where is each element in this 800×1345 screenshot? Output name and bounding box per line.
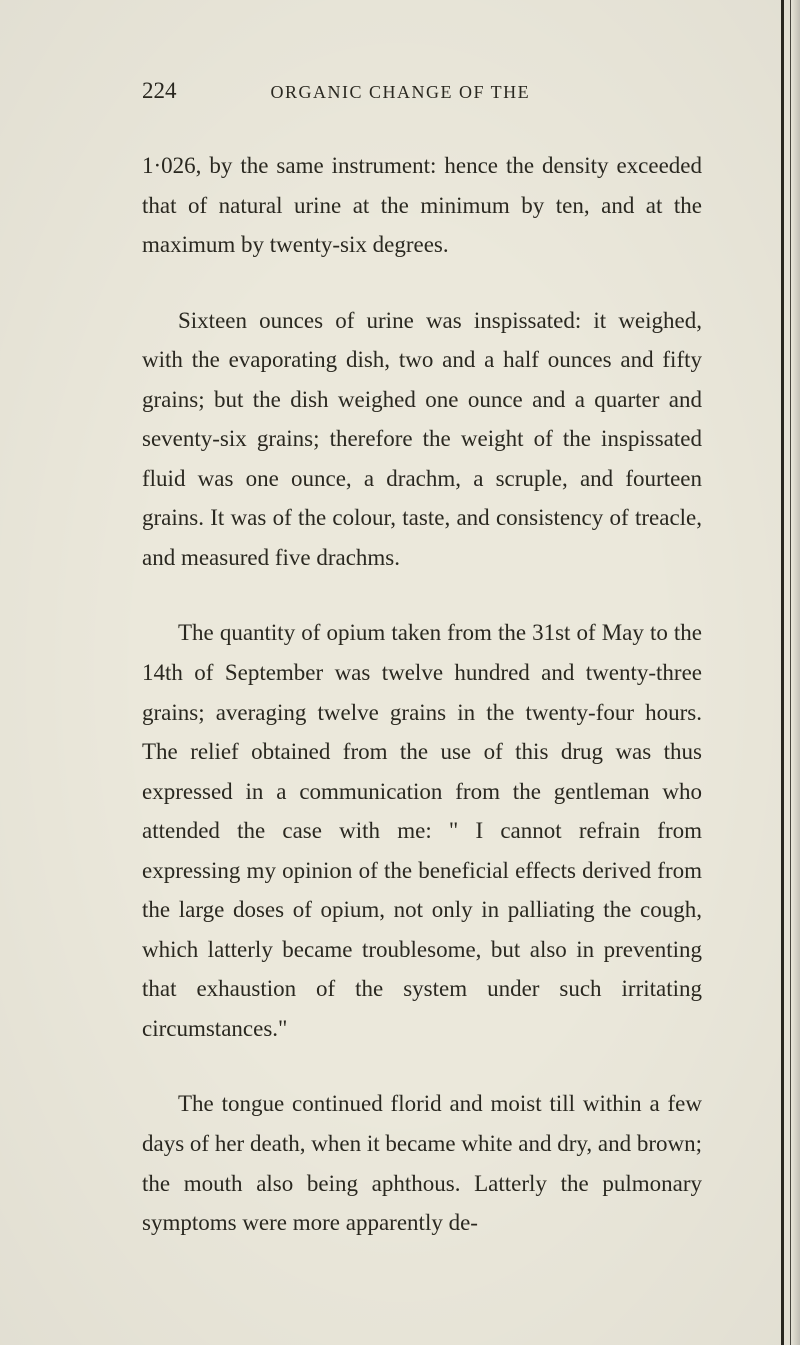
page-edge-line-thin <box>790 0 791 1345</box>
body-paragraph: The quantity of opium taken from the 31s… <box>142 613 702 1048</box>
body-paragraph: Sixteen ounces of urine was inspissated:… <box>142 301 702 578</box>
body-paragraph: The tongue continued florid and moist ti… <box>142 1084 702 1242</box>
body-paragraph: 1·026, by the same instrument: hence the… <box>142 146 702 265</box>
running-title: ORGANIC CHANGE OF THE <box>271 82 531 103</box>
page-number: 224 <box>142 78 177 104</box>
page-edge-shadow <box>792 0 800 1345</box>
page-header: 224 ORGANIC CHANGE OF THE <box>142 78 702 104</box>
page-edge-line <box>781 0 784 1345</box>
document-page: 224 ORGANIC CHANGE OF THE 1·026, by the … <box>0 0 800 1345</box>
